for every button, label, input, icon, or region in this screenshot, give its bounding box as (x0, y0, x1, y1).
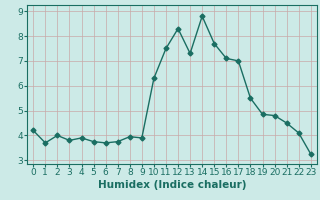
X-axis label: Humidex (Indice chaleur): Humidex (Indice chaleur) (98, 180, 246, 190)
